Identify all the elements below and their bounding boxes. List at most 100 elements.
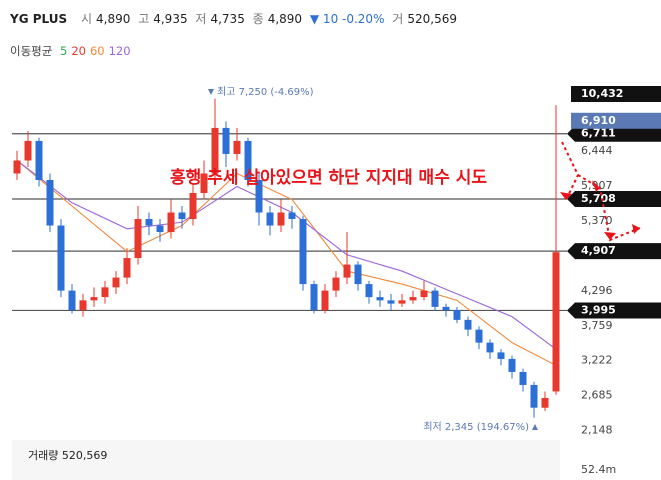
ticker: YG PLUS (10, 12, 68, 26)
candle-body (233, 140, 241, 154)
label: 시 (80, 12, 92, 26)
ma-legend-item: 120 (108, 44, 131, 58)
candle-body (519, 371, 527, 385)
candle-body (57, 225, 65, 291)
candle-body (200, 173, 208, 193)
candle-body (332, 277, 340, 291)
candle-body (343, 264, 351, 278)
candle-body (68, 290, 76, 311)
volume-panel (12, 440, 560, 480)
candle-body (321, 290, 329, 311)
volume-axis-label: 52.4m (581, 463, 616, 476)
candle-body (222, 127, 230, 154)
level-label: 5,708 (581, 192, 616, 205)
level-box (567, 302, 661, 319)
candle-body (35, 140, 43, 180)
candle-body (376, 297, 384, 301)
ma-line (16, 160, 557, 350)
candle-body (354, 264, 362, 285)
change: ▼ 10 -0.20% (309, 12, 385, 26)
candle-body (211, 127, 219, 174)
level-label: 6,711 (581, 127, 616, 140)
candle-body (90, 297, 98, 301)
candle-body (431, 290, 439, 307)
candle-body (541, 397, 549, 408)
y-tick-label: 5,370 (581, 214, 613, 227)
ma-line (16, 160, 557, 366)
value: 4,935 (153, 12, 188, 26)
top-label-box (571, 86, 661, 102)
candle-body (156, 225, 164, 233)
candle-body (13, 160, 21, 174)
candle-body (24, 140, 32, 161)
arrowhead (632, 224, 640, 234)
volume-title: 거래량 520,569 (28, 449, 107, 462)
candle-body (453, 310, 461, 320)
y-tick-label: 2,148 (581, 424, 613, 437)
candle-body (310, 284, 318, 311)
low-note: 최저 2,345 (194.67%) (423, 421, 529, 433)
ma-legend-item: 5 (59, 44, 68, 58)
candle-body (365, 284, 373, 298)
candle-body (189, 192, 197, 220)
y-tick-label: 2,685 (581, 389, 613, 402)
candle-body (387, 300, 395, 304)
level-box (567, 125, 661, 142)
label: 고 (138, 12, 150, 26)
candle-body (123, 258, 131, 278)
candle-body (145, 219, 153, 226)
label: 종 (252, 12, 264, 26)
candle-body (442, 306, 450, 311)
value: 4,890 (96, 12, 131, 26)
low-marker (532, 424, 538, 430)
level-label: 3,995 (581, 303, 616, 316)
candle-body (475, 329, 483, 343)
candle-body (101, 287, 109, 298)
candle-body (299, 219, 307, 285)
candle-body (46, 179, 54, 226)
candle-body (178, 212, 186, 220)
marker-label: 6,910 (581, 114, 616, 127)
ma-legend-title: 이동평균 (10, 44, 53, 58)
candle-body (398, 300, 406, 304)
candle-body (134, 219, 142, 259)
candle-body (167, 212, 175, 233)
y-tick-label: 4,296 (581, 284, 613, 297)
candle-body (420, 290, 428, 298)
value: 4,890 (267, 12, 303, 26)
candle-body (277, 212, 285, 226)
candle-body (112, 277, 120, 288)
candle-body (244, 140, 252, 180)
candle-body (530, 384, 538, 408)
candle-body (464, 319, 472, 330)
high-note: 최고 7,250 (-4.69%) (217, 86, 314, 98)
candle-body (508, 358, 516, 372)
arrowheads (560, 180, 640, 240)
candle-body (255, 179, 263, 213)
level-box (567, 190, 661, 207)
ma-legend-item: 20 (71, 44, 86, 58)
candle-body (486, 342, 494, 353)
plot: 6,4445,9075,3704,2963,7593,2222,6852,148… (12, 86, 661, 437)
candle-body (79, 300, 87, 311)
value: 520,569 (407, 12, 457, 26)
label: 저 (195, 12, 207, 26)
ma-legend: 이동평균 5 20 60 120 (10, 43, 135, 59)
candle-body (266, 212, 274, 226)
annotation: 흥행 추세 살아있으면 하단 지지대 매수 시도 (170, 167, 487, 188)
level-box (567, 243, 661, 260)
candle-body (497, 352, 505, 359)
label: 거 (392, 12, 404, 26)
arrowhead (604, 232, 616, 240)
candle-body (552, 252, 560, 392)
marker-box (571, 112, 661, 129)
arrowhead (560, 192, 572, 200)
arrows (561, 141, 641, 242)
arrowhead (592, 180, 600, 192)
candle-body (409, 297, 417, 301)
top-label: 10,432 (581, 87, 623, 100)
arrow (577, 174, 641, 242)
header: YG PLUS 시 4,890 고 4,935 저 4,735 종 4,890 ▼ 10… (10, 10, 461, 27)
high-marker (208, 89, 214, 95)
